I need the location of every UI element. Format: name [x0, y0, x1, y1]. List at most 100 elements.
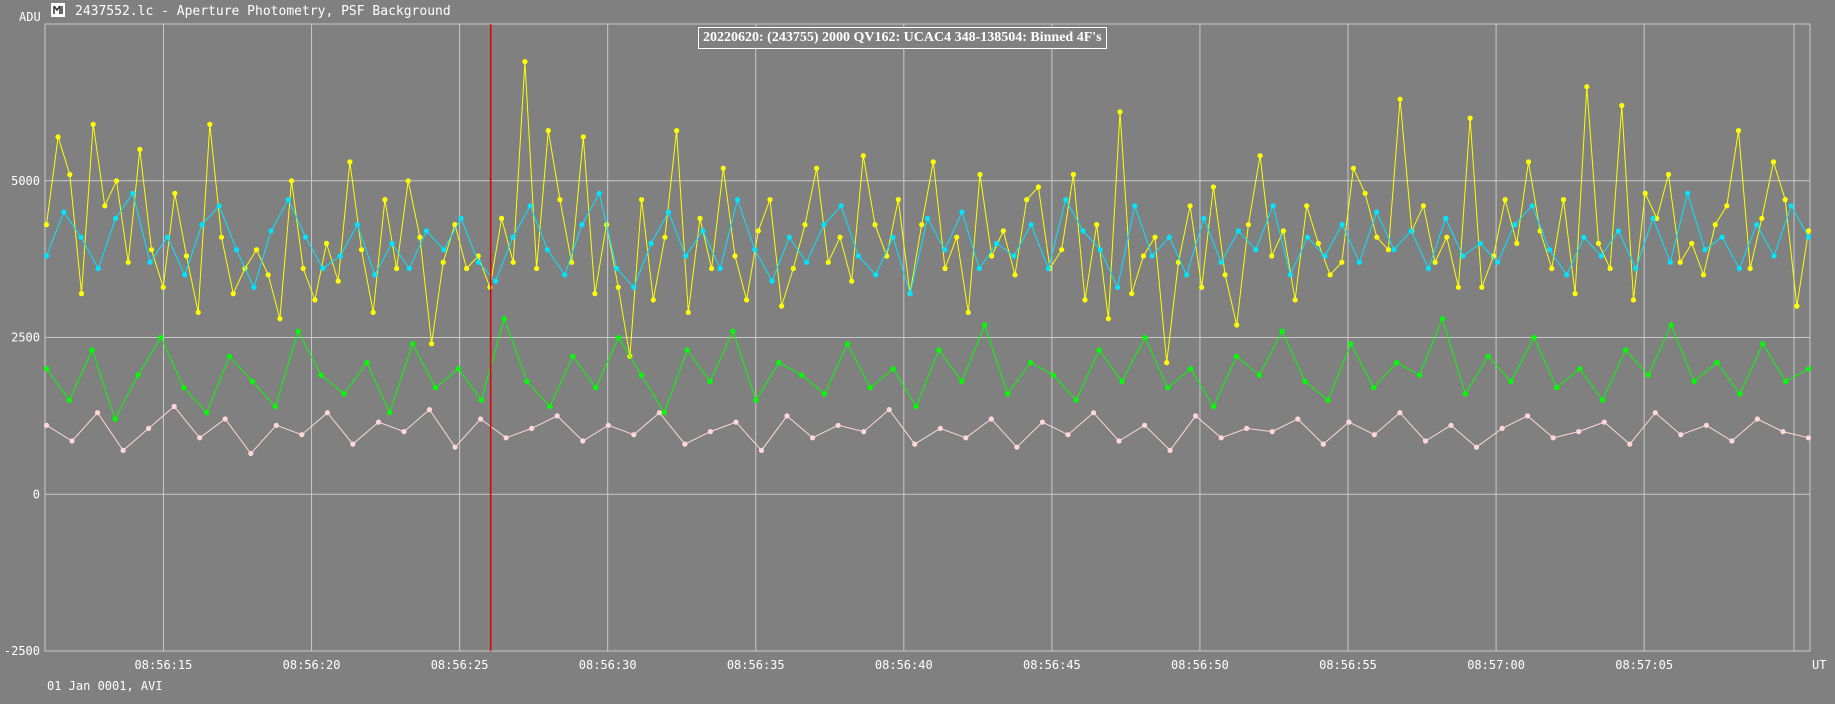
- yellow-data-point: [1432, 259, 1438, 265]
- cyan-data-point: [821, 222, 827, 228]
- cyan-data-point: [423, 228, 430, 234]
- cyan-data-point: [475, 259, 481, 265]
- cyan-data-point: [562, 272, 568, 278]
- yellow-data-point: [1630, 297, 1637, 303]
- green-data-point: [181, 385, 187, 391]
- yellow-data-point: [1035, 184, 1041, 190]
- yellow-data-point: [1210, 184, 1216, 190]
- yellow-data-point: [183, 253, 190, 259]
- yellow-data-point: [1012, 272, 1018, 278]
- green-data-point: [204, 410, 210, 416]
- cyan-data-point: [458, 215, 464, 221]
- yellow-data-point: [195, 309, 201, 315]
- cyan-data-point: [285, 197, 291, 203]
- yellow-data-point: [1304, 203, 1310, 209]
- yellow-data-point: [989, 253, 995, 259]
- green-data-point: [1691, 378, 1697, 384]
- cyan-data-point: [683, 253, 689, 259]
- green-data-point: [1302, 378, 1308, 384]
- yellow-data-point: [1595, 240, 1602, 246]
- green-series: [43, 316, 1812, 422]
- cyan-data-point: [1754, 222, 1760, 228]
- footer-date: 01 Jan 0001, AVI: [47, 679, 163, 693]
- yellow-data-point: [1549, 265, 1555, 272]
- yellow-data-point: [370, 309, 376, 315]
- pink-data-point: [1805, 435, 1812, 441]
- window-header: ADU 2437552.lc - Aperture Photometry, PS…: [0, 0, 1835, 24]
- cyan-data-point: [1270, 203, 1276, 209]
- green-data-point: [936, 347, 942, 353]
- yellow-data-point: [1444, 234, 1450, 240]
- green-data-point: [638, 372, 645, 378]
- x-tick-label: 08:56:45: [1023, 658, 1081, 672]
- pink-data-point: [912, 441, 918, 447]
- pink-data-point: [1295, 416, 1301, 422]
- x-tick-label: 08:56:40: [875, 658, 933, 672]
- cyan-data-point: [596, 190, 602, 196]
- x-tick-label: 08:56:30: [579, 658, 637, 672]
- pink-data-point: [554, 413, 560, 419]
- yellow-data-point: [1024, 197, 1030, 203]
- pink-data-point: [682, 441, 688, 447]
- pink-data-point: [222, 416, 228, 422]
- pink-series-line: [46, 405, 1809, 455]
- cyan-data-point: [1443, 215, 1449, 221]
- app-logo-icon[interactable]: [51, 3, 65, 17]
- pink-data-point: [810, 435, 816, 441]
- green-data-point: [776, 360, 782, 366]
- pink-data-point: [1116, 438, 1122, 444]
- yellow-data-point: [452, 222, 458, 228]
- pink-data-point: [988, 416, 994, 422]
- cyan-data-point: [804, 259, 810, 265]
- pink-data-point: [1320, 441, 1326, 447]
- yellow-data-point: [1094, 222, 1100, 228]
- cyan-data-point: [1374, 209, 1380, 215]
- green-data-point: [753, 397, 759, 403]
- pink-data-point: [171, 403, 177, 410]
- yellow-data-point: [1397, 96, 1403, 102]
- green-data-point: [1142, 334, 1148, 341]
- yellow-data-point: [1350, 165, 1356, 171]
- green-data-point: [1783, 378, 1789, 384]
- cyan-data-point: [1063, 197, 1069, 203]
- cyan-data-point: [1339, 222, 1345, 228]
- yellow-data-point: [148, 247, 155, 253]
- green-data-point: [89, 347, 95, 353]
- yellow-data-point: [125, 259, 131, 265]
- yellow-data-point: [1689, 240, 1695, 246]
- y-tick-label: -2500: [4, 644, 40, 658]
- pink-data-point: [1729, 438, 1735, 444]
- pink-data-point: [478, 416, 484, 422]
- yellow-data-point: [1502, 197, 1508, 203]
- pink-data-point: [1601, 419, 1607, 425]
- cyan-data-point: [855, 253, 862, 259]
- yellow-data-point: [394, 265, 400, 272]
- x-tick-label: 08:56:35: [727, 658, 785, 672]
- yellow-data-point: [487, 284, 493, 290]
- yellow-data-point: [744, 297, 750, 303]
- pink-data-point: [529, 425, 535, 431]
- green-data-point: [1554, 385, 1560, 391]
- green-data-point: [1622, 347, 1629, 353]
- green-data-point: [1416, 372, 1423, 378]
- yellow-data-point: [709, 265, 715, 272]
- yellow-data-point: [1234, 322, 1240, 328]
- yellow-data-point: [954, 234, 960, 240]
- pink-data-point: [707, 429, 714, 435]
- pink-data-point: [1422, 438, 1429, 444]
- pink-data-point: [861, 429, 867, 435]
- pink-data-point: [1780, 429, 1786, 435]
- yellow-data-point: [1700, 272, 1707, 278]
- pink-data-point: [1525, 413, 1531, 419]
- yellow-data-point: [825, 259, 831, 265]
- pink-data-point: [1065, 432, 1071, 438]
- yellow-data-point: [1677, 259, 1683, 265]
- chart-title: 20220620: (243755) 2000 QV162: UCAC4 348…: [698, 27, 1107, 49]
- pink-data-point: [758, 447, 765, 453]
- green-data-point: [1279, 328, 1285, 334]
- window-title: 2437552.lc - Aperture Photometry, PSF Ba…: [75, 4, 451, 19]
- cyan-data-point: [1322, 253, 1328, 259]
- yellow-data-point: [172, 190, 178, 196]
- green-data-point: [1233, 353, 1239, 359]
